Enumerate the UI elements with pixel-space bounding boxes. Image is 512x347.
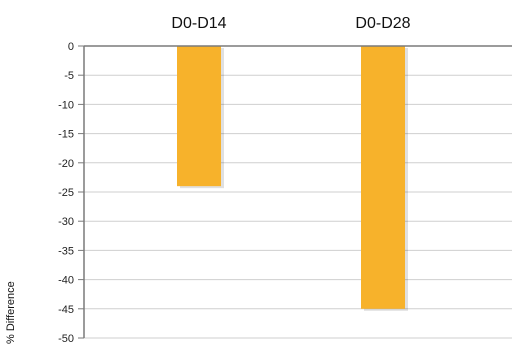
category-labels: D0-D14 D0-D28 [171,15,410,32]
bar-d0-d14 [177,46,221,187]
y-tick-label: 0 [68,41,74,53]
y-tick-label: -40 [58,275,74,287]
bars [177,46,408,311]
y-tick-label: -35 [58,245,74,257]
bar-d0-d28 [361,46,405,309]
category-label: D0-D14 [171,15,226,32]
y-tick-label: -25 [58,187,74,199]
axes [78,45,512,339]
category-label: D0-D28 [355,15,410,32]
gridlines [84,74,512,339]
y-tick-label: -50 [58,333,74,345]
y-axis-label: % Difference [5,281,17,344]
y-tick-label: -15 [58,129,74,141]
y-tick-labels: 0 -5 -10 -15 -20 -25 -30 -35 -40 -45 -50 [58,41,74,345]
y-tick-label: -10 [58,99,74,111]
y-tick-label: -30 [58,216,74,228]
y-tick-label: -5 [64,70,74,82]
y-tick-label: -20 [58,158,74,170]
y-tick-label: -45 [58,304,74,316]
